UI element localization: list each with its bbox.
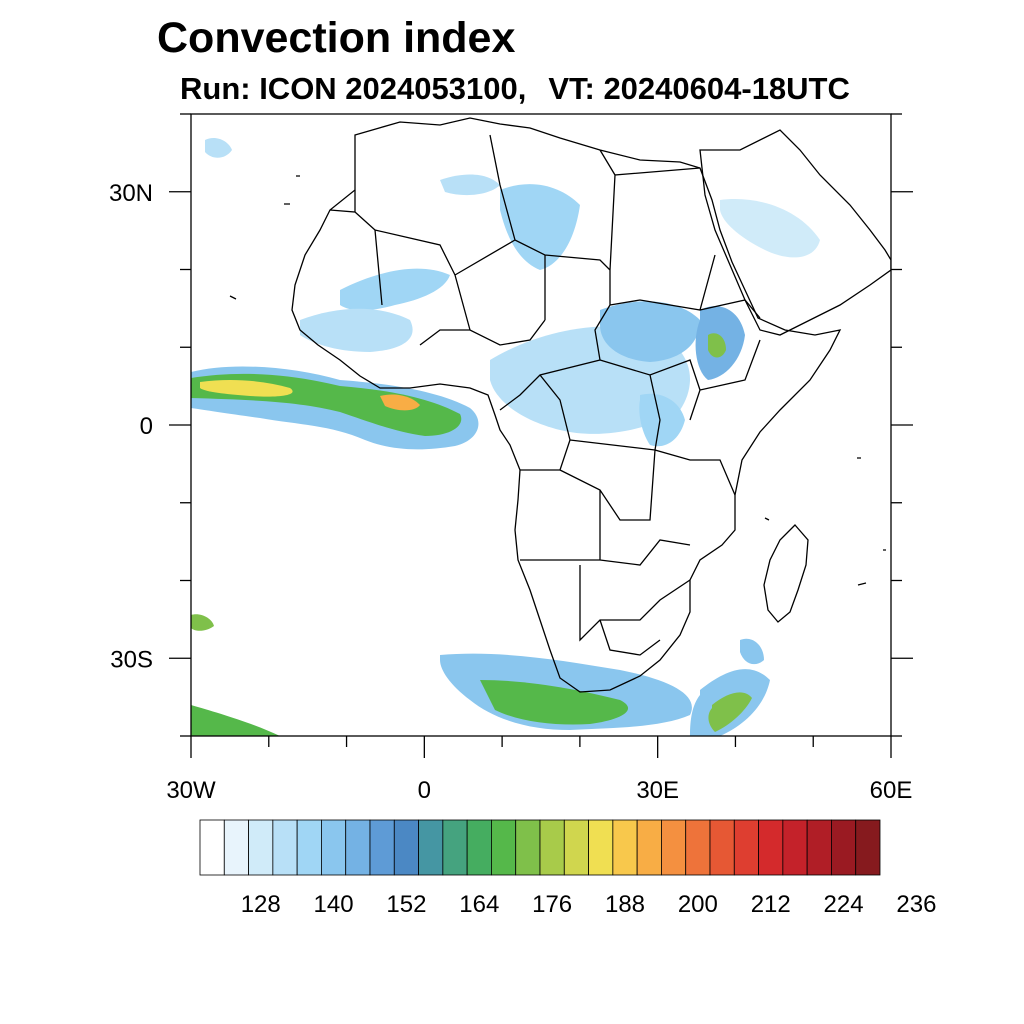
- coastline-layer: [229, 117, 891, 693]
- colorbar-label: 212: [751, 891, 791, 918]
- colorbar-swatch: [466, 819, 492, 876]
- colorbar-swatch: [782, 819, 808, 876]
- colorbar-label: 200: [678, 891, 718, 918]
- convection-area-westafrica: [300, 308, 413, 352]
- colorbar-swatch: [733, 819, 759, 876]
- colorbar-swatch: [515, 819, 541, 876]
- convection-area-atlantic-hot: [200, 380, 293, 397]
- colorbar-swatch: [612, 819, 638, 876]
- colorbar-label: 152: [386, 891, 426, 918]
- colorbar-swatch: [296, 819, 322, 876]
- convection-field-layer: [191, 138, 820, 736]
- convection-area-arabia: [720, 199, 820, 258]
- convection-area-sahel: [340, 268, 450, 311]
- colorbar-label: 236: [896, 891, 936, 918]
- convection-area-southwest-small: [191, 614, 214, 631]
- madagascar-coastline: [763, 524, 809, 623]
- chart-subtitle: Run: ICON 2024053100, VT: 20240604-18UTC: [180, 71, 850, 107]
- convection-area-mozambique-core: [708, 692, 752, 732]
- colorbar-swatch: [321, 819, 347, 876]
- colorbar-swatch: [369, 819, 395, 876]
- colorbar-swatch: [418, 819, 444, 876]
- convection-area-algeria: [500, 184, 580, 270]
- run-label: Run: ICON 2024053100,: [180, 71, 527, 106]
- lon-tick-label: 0: [418, 777, 431, 804]
- colorbar-swatch: [491, 819, 517, 876]
- colorbar-label: 176: [532, 891, 572, 918]
- colorbar-swatch: [563, 819, 589, 876]
- colorbar-swatch: [442, 819, 468, 876]
- lat-tick-label: 30S: [110, 646, 153, 673]
- axis-tick-labels: 30W 0 30E 60E 30N 0 30S: [109, 180, 912, 804]
- convection-area-southwest: [191, 705, 280, 736]
- border-lines: [329, 134, 761, 656]
- lat-tick-label: 30N: [109, 180, 153, 207]
- colorbar-swatch: [855, 819, 881, 876]
- lon-tick-label: 60E: [870, 777, 913, 804]
- colorbar-label: 164: [459, 891, 499, 918]
- lat-tick-label: 0: [140, 413, 153, 440]
- arabia-coastline: [699, 129, 891, 336]
- axis-ticks: [169, 113, 913, 758]
- colorbar-swatch: [709, 819, 735, 876]
- colorbar-swatch: [272, 819, 298, 876]
- colorbar-swatch: [539, 819, 565, 876]
- colorbar-swatch: [393, 819, 419, 876]
- colorbar-swatch: [806, 819, 832, 876]
- colorbar-swatch: [661, 819, 687, 876]
- convection-area-south-africa-core: [480, 680, 629, 725]
- convection-area-atlantic-north: [205, 138, 232, 158]
- convection-area-ethiopia-core: [708, 333, 726, 358]
- colorbar-swatch: [685, 819, 711, 876]
- convection-area-atlantic-hot2: [380, 394, 420, 411]
- colorbar-label: 188: [605, 891, 645, 918]
- lon-tick-label: 30W: [166, 777, 216, 804]
- valid-time-label: VT: 20240604-18UTC: [548, 71, 850, 106]
- colorbar-swatch: [248, 819, 274, 876]
- colorbar-swatch: [758, 819, 784, 876]
- colorbar-swatch: [588, 819, 614, 876]
- chart-title: Convection index: [157, 14, 516, 62]
- colorbar-swatch: [636, 819, 662, 876]
- convection-area-sudan: [600, 301, 700, 362]
- colorbar-swatch: [345, 819, 371, 876]
- colorbar-label: 140: [314, 891, 354, 918]
- colorbar-swatch: [223, 819, 249, 876]
- convection-area-lakes: [639, 393, 685, 447]
- convection-area-sahara: [440, 174, 500, 196]
- convection-area-indian-ocean: [740, 638, 764, 665]
- small-islands: [229, 175, 886, 586]
- colorbar: [199, 819, 881, 876]
- colorbar-swatch: [831, 819, 857, 876]
- colorbar-label: 224: [824, 891, 864, 918]
- colorbar-label: 128: [241, 891, 281, 918]
- lon-tick-label: 30E: [636, 777, 679, 804]
- colorbar-swatch: [199, 819, 225, 876]
- colorbar-labels: 128 140 152 164 176 188 200 212 224 236: [241, 891, 937, 918]
